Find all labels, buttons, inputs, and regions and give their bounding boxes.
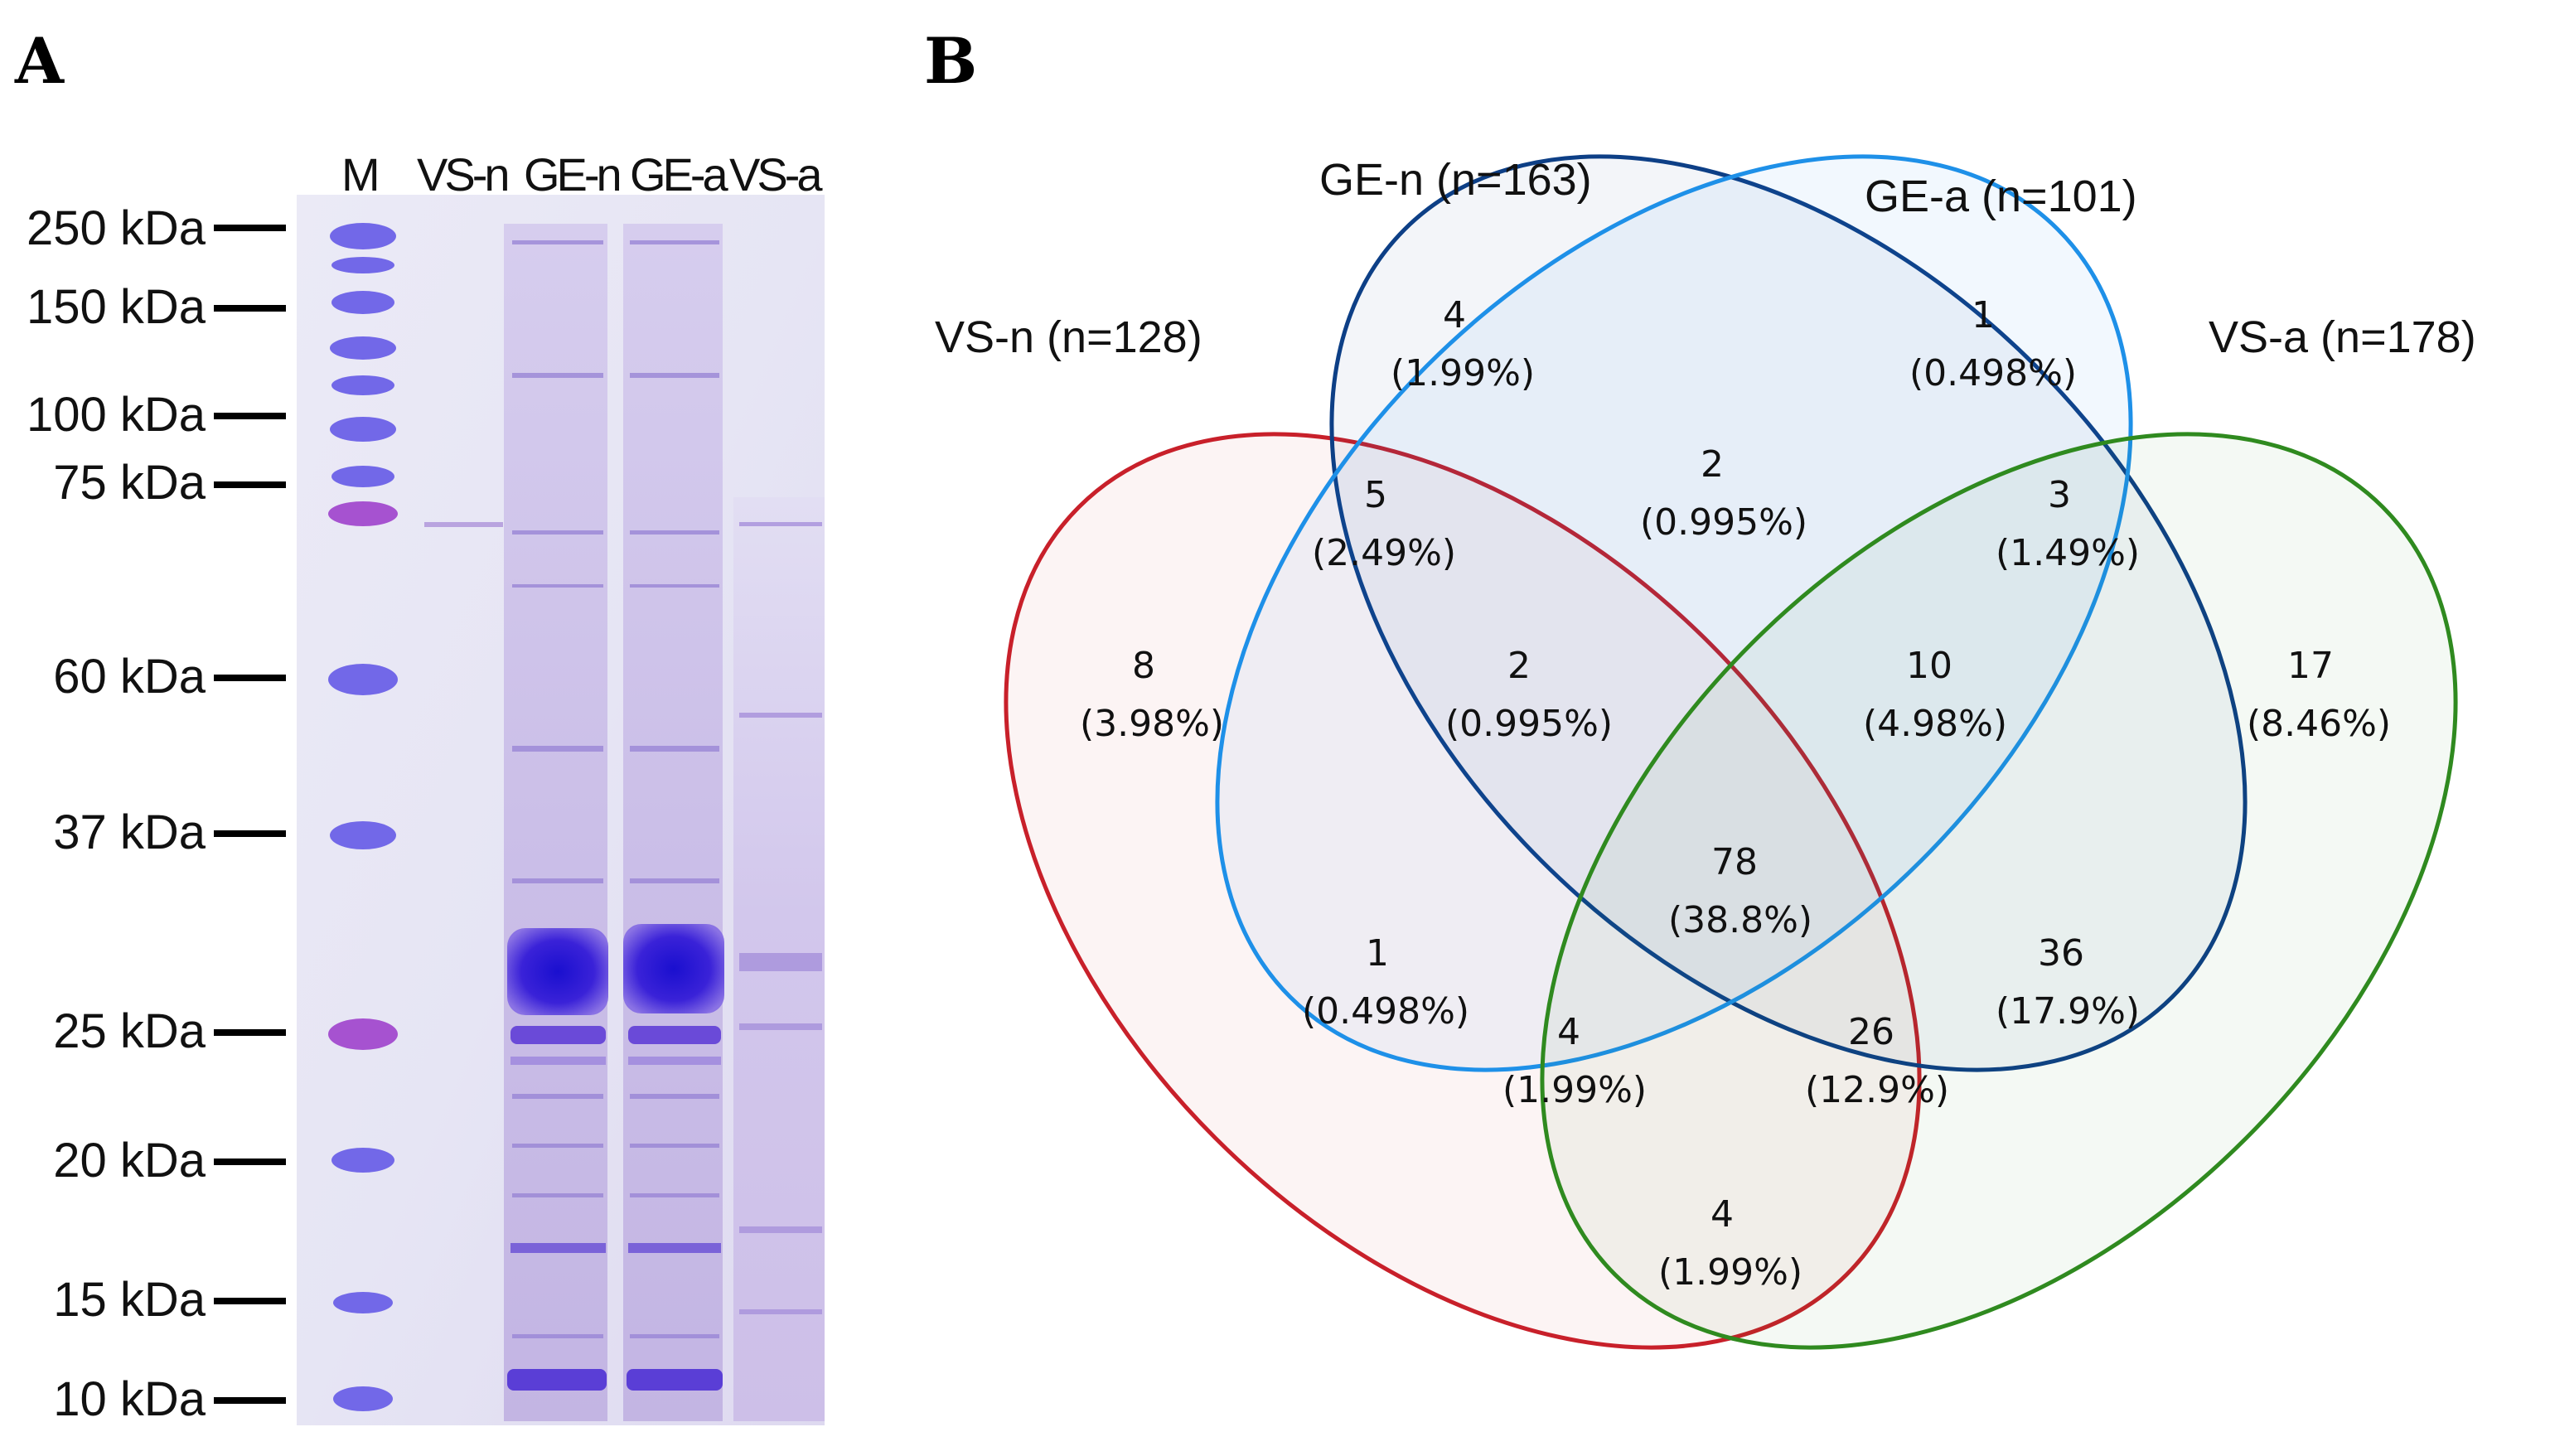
region-vsn-gen-vsa-pct: (12.9%) — [1805, 1069, 1949, 1111]
region-vs-n-only-count: 8 — [1132, 645, 1155, 687]
marker-75: 75 kDa — [53, 456, 206, 510]
gel-image — [297, 195, 825, 1425]
venn-set-ge-n — [1329, 154, 2248, 1072]
marker-10: 10 kDa — [53, 1372, 206, 1426]
venn-set-vs-a — [1540, 432, 2458, 1350]
region-ge-a-only-count: 1 — [1972, 294, 1995, 336]
region-vs-a-only-count: 17 — [2287, 645, 2334, 687]
set-label-vs-n: VS-n (n=128) — [935, 312, 1202, 362]
region-vsn-gea-vsa-count: 4 — [1557, 1011, 1580, 1053]
lane-label-ge-n: GE-n — [524, 148, 620, 201]
region-vsn-gen-vsa-count: 26 — [1848, 1011, 1894, 1053]
marker-labels: 250 kDa 150 kDa 100 kDa 75 kDa 60 kDa 37… — [27, 201, 206, 1426]
lane-label-ge-a: GE-a — [630, 148, 729, 201]
region-gen-gea-pct: (0.995%) — [1640, 501, 1807, 544]
set-label-ge-n: GE-n (n=163) — [1319, 155, 1592, 205]
lane-labels: M VS-n GE-n GE-a VS-a — [341, 148, 826, 201]
marker-150: 150 kDa — [27, 280, 206, 334]
region-all-four-pct: (38.8%) — [1668, 899, 1812, 941]
region-vsn-vsa-count: 4 — [1710, 1193, 1734, 1236]
region-gen-vsa-count: 36 — [2038, 932, 2084, 975]
region-gen-gea-count: 2 — [1701, 443, 1724, 486]
marker-250: 250 kDa — [27, 201, 206, 255]
region-vsn-gea-vsa-pct: (1.99%) — [1502, 1069, 1647, 1111]
region-vsn-vsa-pct: (1.99%) — [1658, 1251, 1802, 1294]
region-vs-a-only-pct: (8.46%) — [2247, 703, 2391, 745]
venn-set-ge-a — [1215, 154, 2133, 1072]
lane-label-vs-n: VS-n — [417, 148, 507, 201]
region-ge-a-only-pct: (0.498%) — [1909, 352, 2077, 394]
set-label-ge-a: GE-a (n=101) — [1865, 172, 2137, 221]
lane-label-m: M — [341, 148, 377, 201]
region-vsn-gen-gea-pct: (0.995%) — [1445, 703, 1613, 745]
region-gen-gea-vsa-pct: (4.98%) — [1863, 703, 2007, 745]
region-vsn-gen-count: 5 — [1364, 474, 1387, 516]
marker-20: 20 kDa — [53, 1134, 206, 1188]
marker-37: 37 kDa — [53, 805, 206, 859]
venn-diagram — [1004, 154, 2458, 1350]
venn-set-labels: VS-n (n=128) GE-n (n=163) GE-a (n=101) V… — [935, 155, 2476, 362]
region-gen-vsa-pct: (17.9%) — [1996, 990, 2140, 1033]
region-vs-n-only-pct: (3.98%) — [1080, 703, 1224, 745]
region-vsn-gen-gea-count: 2 — [1507, 645, 1531, 687]
lane-label-vs-a: VS-a — [729, 148, 823, 201]
venn-set-vs-n — [1004, 432, 1922, 1350]
panel-a-letter: A — [14, 24, 65, 98]
region-gea-vsa-pct: (1.49%) — [1996, 532, 2140, 574]
region-ge-n-only-pct: (1.99%) — [1391, 352, 1535, 394]
region-vsn-gea-pct: (0.498%) — [1302, 990, 1469, 1033]
region-vsn-gen-pct: (2.49%) — [1312, 532, 1456, 574]
region-ge-n-only-count: 4 — [1443, 294, 1466, 336]
region-vsn-gea-count: 1 — [1366, 932, 1389, 975]
venn-region-counts: 8 (3.98%) 4 (1.99%) 1 (0.498%) 17 (8.46%… — [1080, 294, 2391, 1294]
panel-b-letter: B — [924, 24, 977, 98]
marker-25: 25 kDa — [53, 1004, 206, 1058]
marker-ticks — [214, 225, 286, 1404]
region-gen-gea-vsa-count: 10 — [1906, 645, 1952, 687]
marker-100: 100 kDa — [27, 388, 206, 442]
region-all-four-count: 78 — [1711, 841, 1758, 883]
region-gea-vsa-count: 3 — [2048, 474, 2071, 516]
set-label-vs-a: VS-a (n=178) — [2209, 312, 2476, 362]
marker-15: 15 kDa — [53, 1273, 206, 1327]
marker-60: 60 kDa — [53, 650, 206, 704]
